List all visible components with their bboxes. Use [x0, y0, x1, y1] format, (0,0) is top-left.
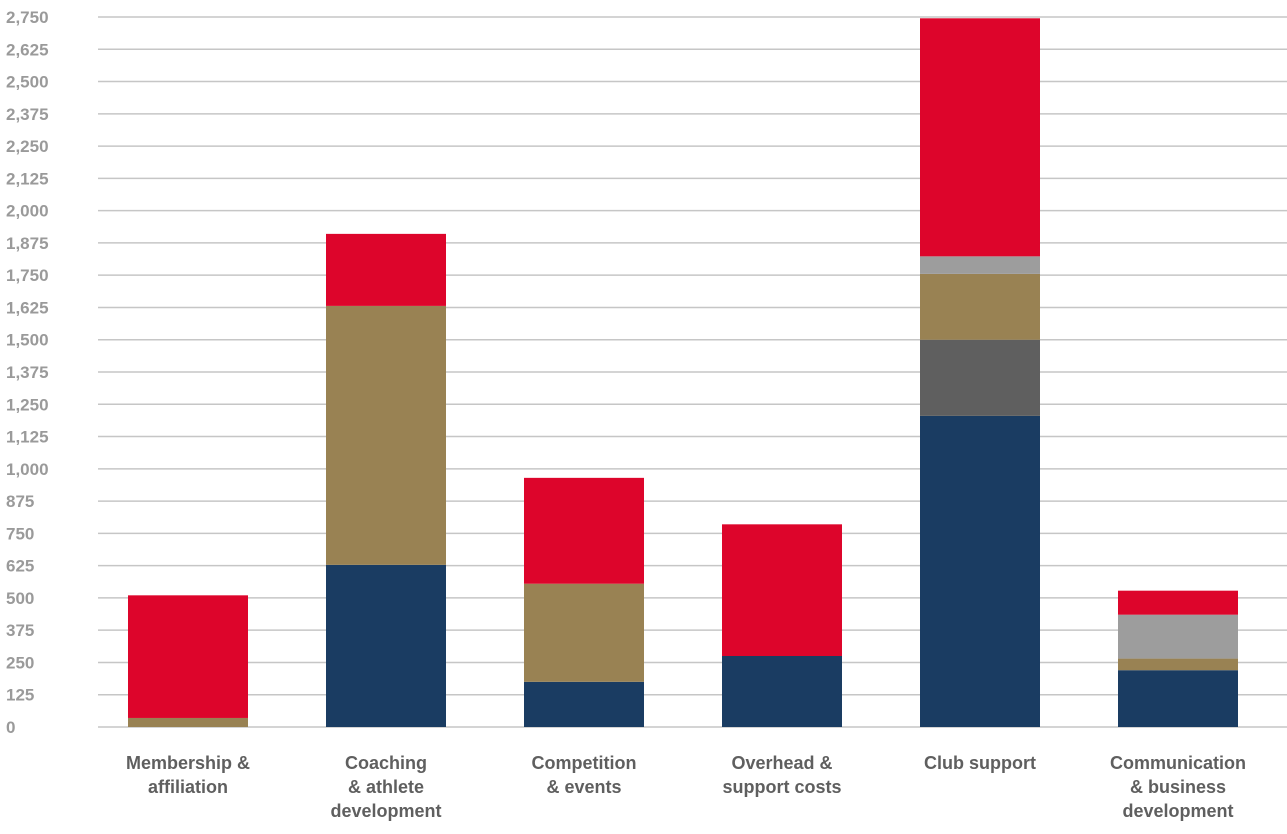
x-category-label-line: & athlete: [348, 777, 424, 797]
y-tick-label: 1,750: [6, 266, 49, 285]
x-category-label: Club support: [924, 753, 1036, 773]
bar-segment: [920, 415, 1040, 727]
y-tick-label: 1,625: [6, 298, 49, 317]
x-category-label-line: & events: [546, 777, 621, 797]
bar-segment: [722, 656, 842, 727]
x-category-label-line: Membership &: [126, 753, 250, 773]
y-tick-label: 375: [6, 621, 34, 640]
x-category-label-line: Communication: [1110, 753, 1246, 773]
y-tick-label: 2,000: [6, 202, 49, 221]
x-category-label-line: Coaching: [345, 753, 427, 773]
bar-segment: [1118, 670, 1238, 727]
bar-segment: [1118, 590, 1238, 615]
bar-segment: [920, 18, 1040, 257]
x-category-label-line: Competition: [532, 753, 637, 773]
x-axis-labels: Membership & affiliation Coaching & athlete…: [126, 753, 1246, 821]
x-category-label-line: Club support: [924, 753, 1036, 773]
x-category-label: Overhead & support costs: [722, 753, 841, 797]
bar-segment: [326, 305, 446, 565]
gridlines: [98, 16, 1287, 728]
y-tick-label: 1,875: [6, 234, 49, 253]
x-category-label-line: support costs: [722, 777, 841, 797]
bar-segment: [128, 595, 248, 718]
x-category-label-line: development: [1122, 801, 1233, 821]
y-tick-label: 1,500: [6, 331, 49, 350]
bar-segment: [524, 477, 644, 584]
bar-segment: [128, 717, 248, 727]
y-tick-label: 625: [6, 557, 34, 576]
y-tick-label: 2,375: [6, 105, 49, 124]
y-tick-label: 2,625: [6, 40, 49, 59]
x-category-label: Communication & business development: [1110, 753, 1246, 821]
bar-segment: [1118, 658, 1238, 671]
bar-segment: [326, 233, 446, 306]
y-tick-label: 2,125: [6, 169, 49, 188]
x-category-label: Competition & events: [532, 753, 637, 797]
bar-segment: [524, 583, 644, 682]
bar-segment: [920, 256, 1040, 274]
y-tick-label: 1,000: [6, 460, 49, 479]
y-tick-label: 125: [6, 686, 34, 705]
y-tick-label: 2,250: [6, 137, 49, 156]
bar-segment: [326, 564, 446, 727]
bar-segment: [920, 273, 1040, 340]
y-tick-label: 1,250: [6, 395, 49, 414]
y-axis-ticks: 0 125 250 375 500 625 750 875 1,000 1,125 1,250 1,3…: [6, 8, 49, 737]
y-tick-label: 1,125: [6, 428, 49, 447]
bar-segment: [524, 681, 644, 727]
x-category-label-line: development: [330, 801, 441, 821]
y-tick-label: 750: [6, 524, 34, 543]
bars: [128, 18, 1238, 727]
x-category-label-line: affiliation: [148, 777, 228, 797]
y-tick-label: 2,500: [6, 73, 49, 92]
x-category-label: Membership & affiliation: [126, 753, 250, 797]
y-tick-label: 2,750: [6, 8, 49, 27]
y-tick-label: 500: [6, 589, 34, 608]
x-category-label-line: & business: [1130, 777, 1226, 797]
bar-segment: [920, 339, 1040, 416]
y-tick-label: 0: [6, 718, 15, 737]
x-category-label-line: Overhead &: [731, 753, 832, 773]
y-tick-label: 250: [6, 653, 34, 672]
bar-segment: [1118, 614, 1238, 659]
bar-segment: [722, 524, 842, 656]
y-tick-label: 1,375: [6, 363, 49, 382]
x-category-label: Coaching & athlete development: [330, 753, 441, 821]
y-tick-label: 875: [6, 492, 34, 511]
